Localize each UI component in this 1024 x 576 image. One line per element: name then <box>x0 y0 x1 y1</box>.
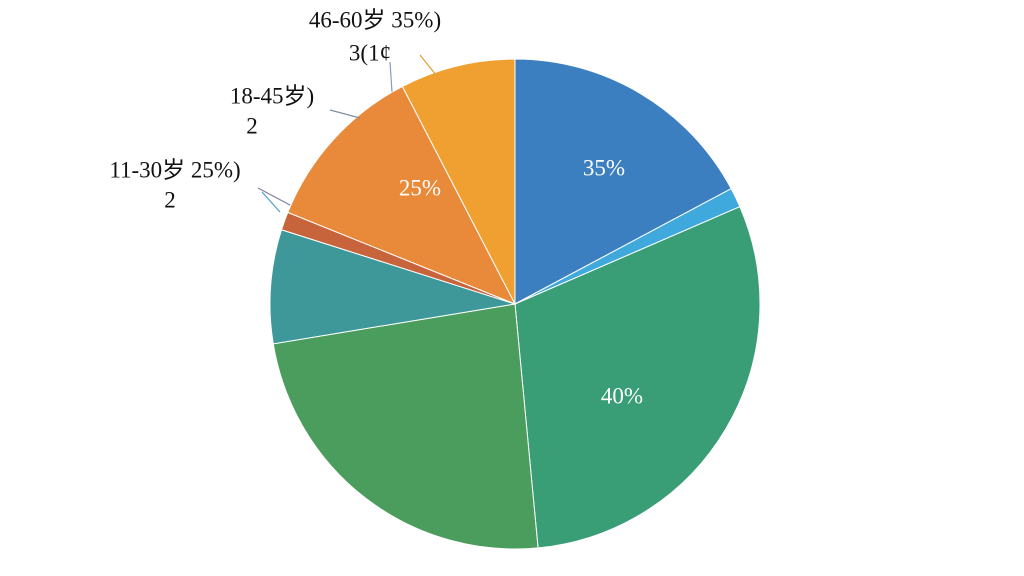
annotation: 11-30岁 25%) <box>109 157 240 182</box>
annotation: 18-45岁) <box>230 83 314 108</box>
annotation: 40% <box>601 383 643 408</box>
leader-line <box>419 54 441 81</box>
leader-line <box>329 109 361 119</box>
pie-slice <box>272 303 539 550</box>
pie-slice <box>514 206 761 549</box>
pie-slice <box>269 229 516 345</box>
pie-slice <box>287 85 517 305</box>
annotation: 46-60岁 35%) <box>309 7 441 32</box>
leader-line <box>257 187 291 206</box>
annotation: 2 <box>246 113 258 138</box>
pie-slice <box>514 58 732 305</box>
pie-slice <box>401 58 516 305</box>
leader-line <box>261 191 281 213</box>
annotation: 2 <box>164 187 176 212</box>
leader-lines <box>257 54 441 213</box>
pie <box>269 58 761 550</box>
annotation: 35% <box>583 155 625 180</box>
annotation: 25% <box>399 175 441 200</box>
annotation: 3(1¢ <box>349 40 391 65</box>
leader-line <box>389 61 393 93</box>
